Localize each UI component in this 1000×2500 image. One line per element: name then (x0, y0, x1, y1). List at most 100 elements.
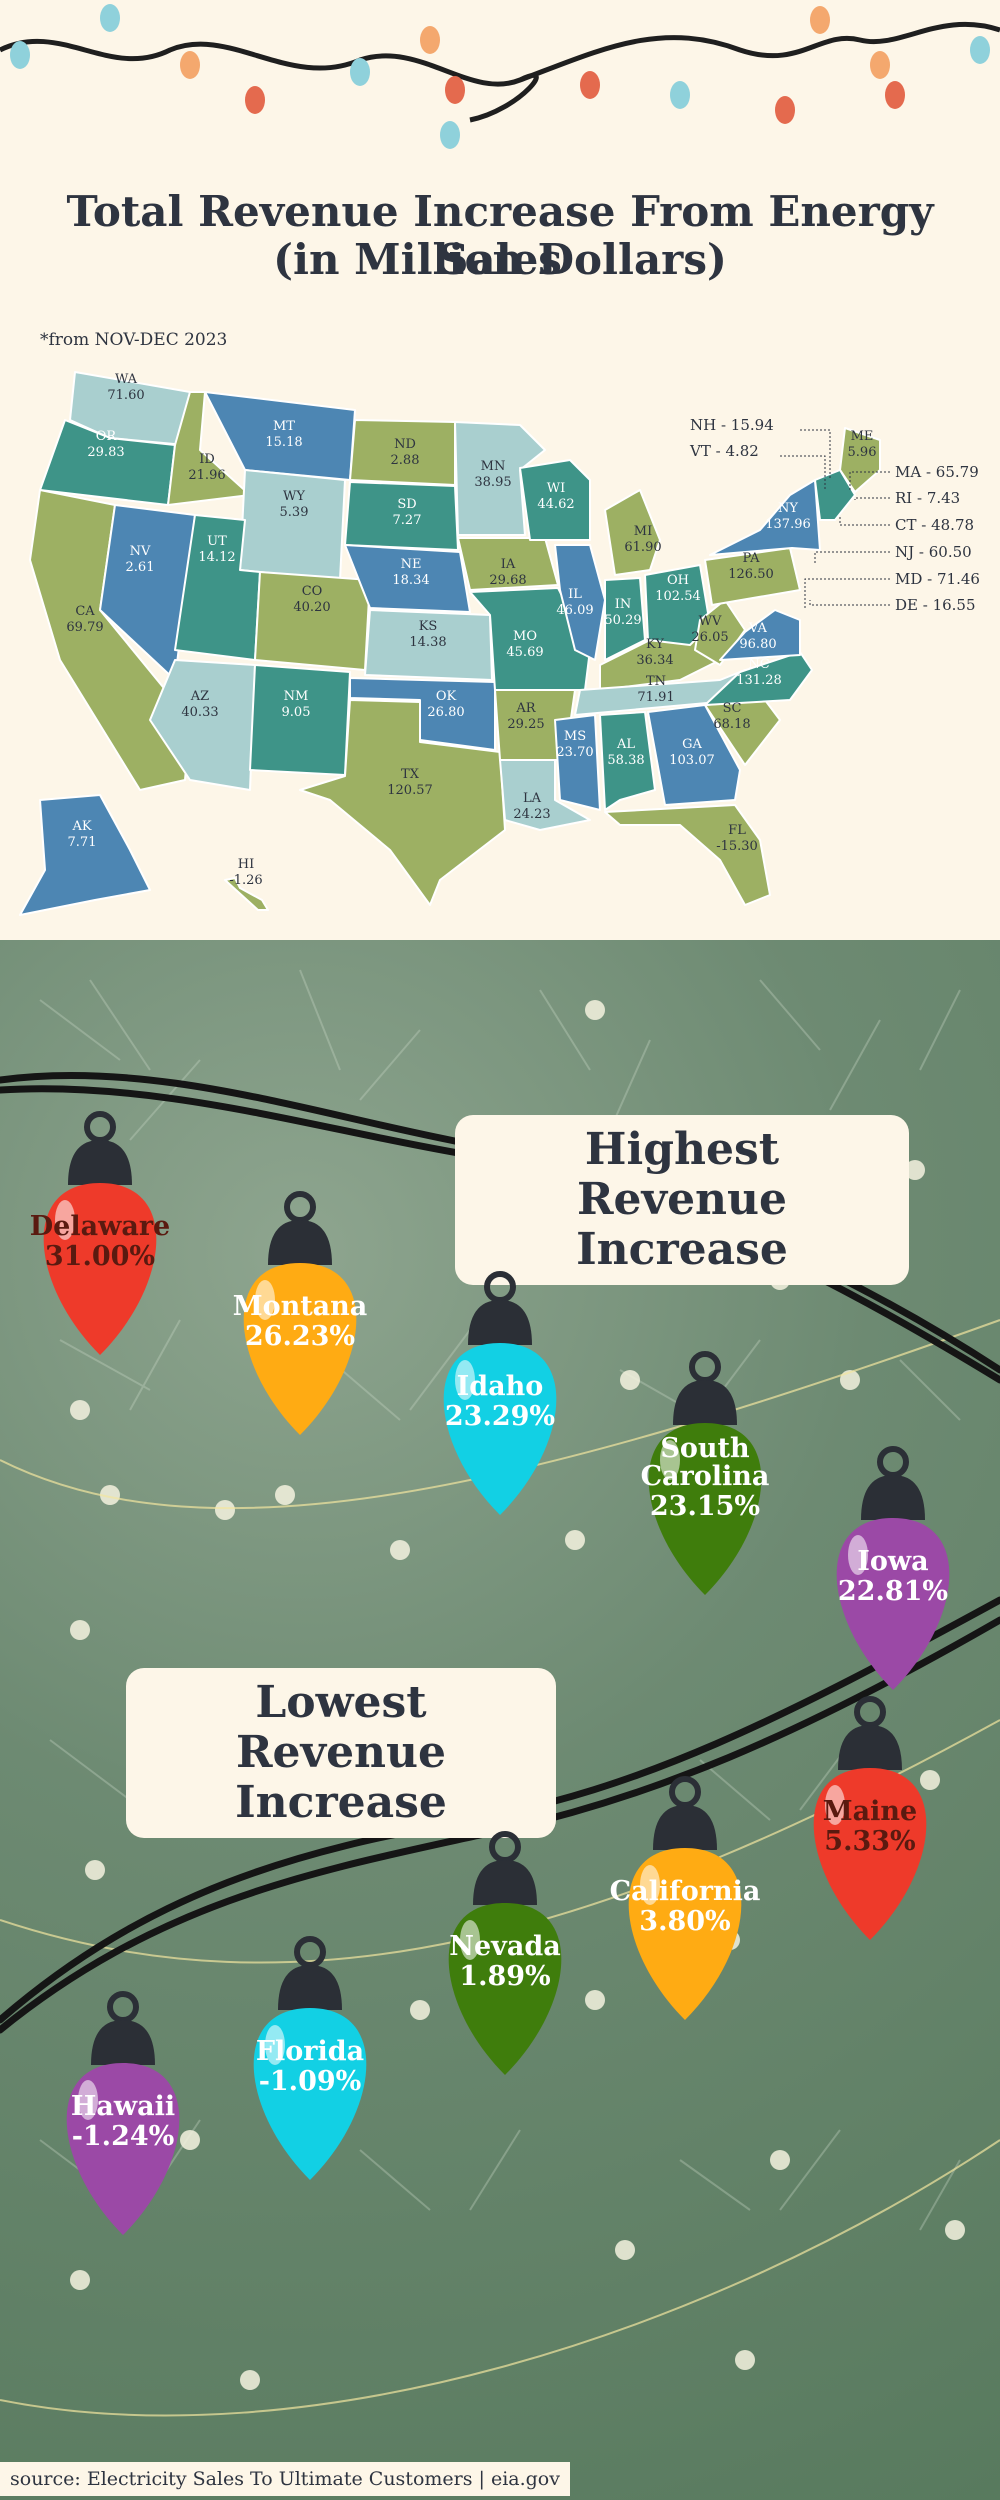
bulb-hook (854, 1696, 886, 1728)
state-code-IN: IN (615, 597, 632, 612)
state-value-MT: 15.18 (265, 435, 302, 450)
state-value-GA: 103.07 (669, 753, 715, 768)
state-value-MI: 61.90 (624, 540, 661, 555)
bulb-shine (460, 1920, 480, 1960)
state-LA (499, 759, 591, 831)
state-code-CO: CO (302, 584, 323, 599)
state-value-WY: 5.39 (280, 505, 309, 520)
state-value-NY: 137.96 (765, 517, 811, 532)
bulb-category: Hawaii (71, 2091, 175, 2122)
state-SD (344, 481, 459, 551)
state-value-TX: 120.57 (387, 783, 433, 798)
state-value-PA: 126.50 (728, 567, 774, 582)
bulb-value: 3.80% (639, 1906, 730, 1937)
lowest-heading-line2: Increase (235, 1777, 447, 1828)
state-value-IL: 46.09 (556, 603, 593, 618)
bulb-cap (468, 1300, 532, 1345)
callout-leader (854, 497, 890, 500)
bulb-shine (265, 2025, 285, 2065)
state-IA (457, 537, 559, 591)
state-code-IA: IA (501, 557, 516, 572)
state-code-UT: UT (207, 534, 227, 549)
callout-1: VT - 4.82 (689, 442, 826, 490)
state-value-MS: 23.70 (556, 745, 593, 760)
state-MI (604, 489, 661, 576)
state-code-NV: NV (130, 544, 151, 559)
bulb-value: 23.29% (445, 1401, 555, 1432)
state-code-CA: CA (75, 604, 95, 619)
bulb-category: Maine (823, 1796, 917, 1827)
bulb-value: 23.15% (650, 1491, 760, 1522)
date-note: *from NOV-DEC 2023 (40, 330, 228, 350)
state-code-ID: ID (199, 452, 215, 467)
callout-label: MA - 65.79 (895, 463, 979, 481)
state-code-FL: FL (728, 823, 746, 838)
page-title-line1: Total Revenue Increase From Energy Sales (66, 187, 934, 284)
callout-label: DE - 16.55 (895, 596, 976, 614)
state-value-AK: 7.71 (68, 835, 97, 850)
state-value-ND: 2.88 (391, 453, 420, 468)
bulb-cap (68, 1140, 132, 1185)
bulb-shine (55, 1200, 75, 1240)
state-code-NM: NM (284, 689, 309, 704)
state-MS (554, 714, 601, 811)
bulb-category: South (660, 1433, 750, 1464)
state-code-WA: WA (115, 372, 138, 387)
state-AK (19, 794, 151, 916)
state-value-ID: 21.96 (188, 468, 225, 483)
state-code-SD: SD (397, 497, 416, 512)
state-NE-small (814, 469, 856, 521)
state-value-MN: 38.95 (474, 475, 511, 490)
bulb-cap (861, 1475, 925, 1520)
bulb-low-4: Hawaii-1.24% (66, 1991, 180, 2235)
bulb-shine (640, 1865, 660, 1905)
state-code-KY: KY (646, 637, 664, 652)
state-value-NC: 131.28 (736, 673, 782, 688)
state-value-AL: 58.38 (607, 753, 644, 768)
state-label-AK: AK7.71 (68, 819, 97, 850)
state-FL (604, 804, 771, 906)
callout-7: DE - 16.55 (809, 596, 976, 614)
state-code-WI: WI (547, 481, 566, 496)
state-code-AZ: AZ (190, 689, 209, 704)
state-HI (224, 877, 269, 911)
bulb-low-3: Florida-1.09% (253, 1936, 367, 2180)
state-code-NC: NC (748, 657, 769, 672)
callout-label: MD - 71.46 (895, 570, 980, 588)
highest-heading-line2: Increase (576, 1224, 788, 1275)
callout-label: RI - 7.43 (895, 489, 960, 507)
page-title-line2: (in Million Dollars) (273, 235, 727, 284)
state-GA (647, 704, 741, 806)
state-code-PA: PA (743, 551, 761, 566)
bulb-value: -1.09% (259, 2066, 362, 2097)
state-value-OH: 102.54 (655, 589, 701, 604)
callout-0: NH - 15.94 (690, 416, 831, 478)
state-value-WV: 26.05 (691, 630, 728, 645)
state-code-SC: SC (723, 701, 742, 716)
state-value-TN: 71.91 (637, 690, 674, 705)
state-code-IL: IL (568, 587, 582, 602)
callout-leader (839, 515, 890, 526)
bulb-category: Idaho (457, 1371, 544, 1402)
state-PA (704, 547, 801, 606)
small-state-callouts: NH - 15.94 VT - 4.82 MA - 65.79 RI - 7.43 CT… (689, 416, 980, 614)
state-value-LA: 24.23 (513, 807, 550, 822)
